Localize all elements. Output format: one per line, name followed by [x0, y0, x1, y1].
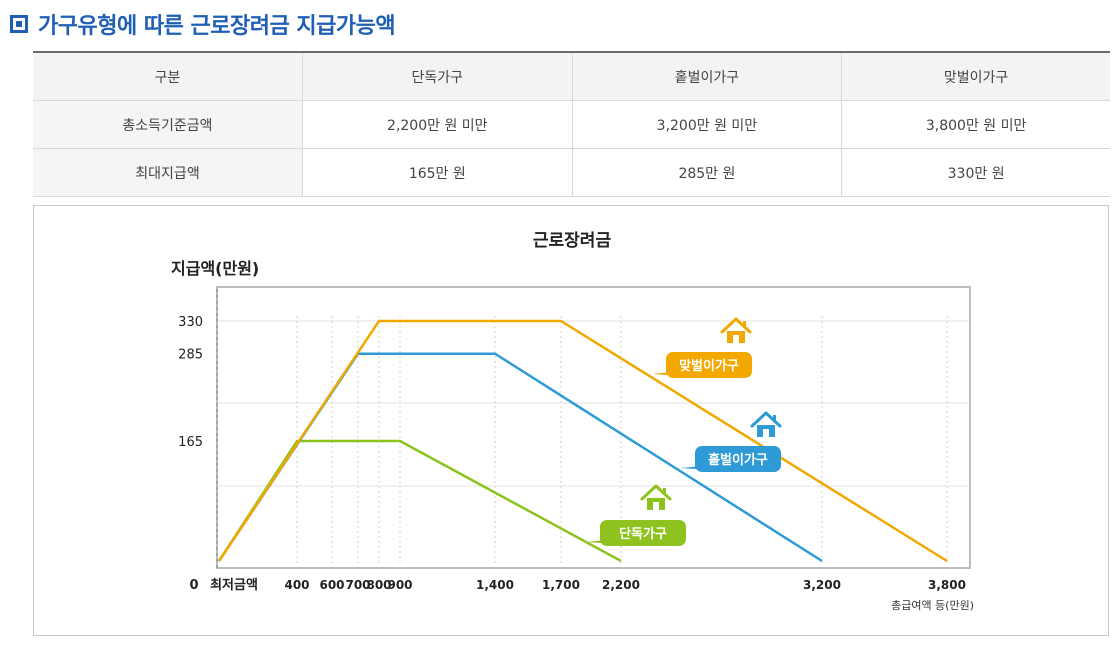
series-name: 홑벌이가구 — [708, 452, 768, 468]
row-label: 총소득기준금액 — [33, 100, 303, 149]
series-label: 맞벌이가구 — [652, 317, 752, 378]
x-tick-label: 3,200 — [803, 578, 841, 592]
table-header-cell: 맞벌이가구 — [841, 51, 1110, 101]
y-tick-labels: 165 285 330 — [178, 315, 203, 450]
x-tick-label: 3,800 — [928, 578, 966, 592]
series-label: 홑벌이가구 — [681, 411, 782, 472]
y-axis-label: 지급액(만원) — [171, 259, 259, 278]
plot-area — [216, 286, 971, 569]
y-tick-label: 165 — [178, 435, 203, 450]
table-cell: 330만 원 — [841, 148, 1110, 197]
square-bullet-icon — [10, 15, 28, 33]
page-title: 가구유형에 따른 근로장려금 지급가능액 — [38, 14, 396, 39]
origin-label: 0 — [189, 578, 198, 593]
table-cell: 3,200만 원 미만 — [572, 100, 843, 149]
table-header-cell: 단독가구 — [302, 51, 573, 101]
x-tick-label: 800 — [366, 578, 391, 592]
min-wage-label: 최저금액 — [210, 578, 258, 593]
series-line — [217, 319, 948, 563]
table-cell: 165만 원 — [302, 148, 573, 197]
income-criteria-table: 구분 단독가구 홑벌이가구 맞벌이가구 총소득기준금액 2,200만 원 미만 … — [33, 51, 1110, 197]
callout-box — [600, 520, 686, 546]
callout-box — [695, 446, 781, 472]
table-cell: 2,200만 원 미만 — [302, 100, 573, 149]
house-icon — [640, 484, 672, 510]
x-tick-label: 400 — [284, 578, 309, 592]
x-tick-label: 1,700 — [542, 578, 580, 592]
house-icon — [750, 411, 782, 437]
table-row: 총소득기준금액 2,200만 원 미만 3,200만 원 미만 3,800만 원… — [33, 100, 1110, 149]
row-label: 최대지급액 — [33, 148, 303, 197]
grid-lines — [218, 320, 969, 487]
x-tick-label: 700 — [345, 578, 370, 592]
chart-container: 근로장려금 지급액(만원) 165 285 330 400 600 700 800 900 1… — [33, 205, 1109, 636]
x-tick-label: 1,400 — [476, 578, 514, 592]
series-name: 맞벌이가구 — [679, 358, 739, 374]
house-icon — [720, 317, 752, 343]
table-cell: 285만 원 — [572, 148, 843, 197]
y-tick-label: 285 — [178, 348, 203, 363]
table-header-cell: 구분 — [33, 51, 303, 101]
table-cell: 3,800만 원 미만 — [841, 100, 1110, 149]
x-tick-label: 2,200 — [602, 578, 640, 592]
callout-box — [666, 352, 752, 378]
table-row: 최대지급액 165만 원 285만 원 330만 원 — [33, 148, 1110, 197]
series-name: 단독가구 — [619, 526, 667, 542]
x-axis-label: 총급여액 등(만원) — [891, 599, 974, 612]
table-header-cell: 홑벌이가구 — [572, 51, 843, 101]
y-tick-label: 330 — [178, 315, 203, 330]
series-label: 단독가구 — [586, 484, 686, 546]
x-tick-label: 900 — [387, 578, 412, 592]
x-tick-label: 600 — [319, 578, 344, 592]
table-header-row: 구분 단독가구 홑벌이가구 맞벌이가구 — [33, 51, 1110, 101]
chart-title: 근로장려금 — [533, 231, 612, 251]
series-lines — [217, 319, 948, 563]
section-header: 가구유형에 따른 근로장려금 지급가능액 — [10, 8, 396, 40]
